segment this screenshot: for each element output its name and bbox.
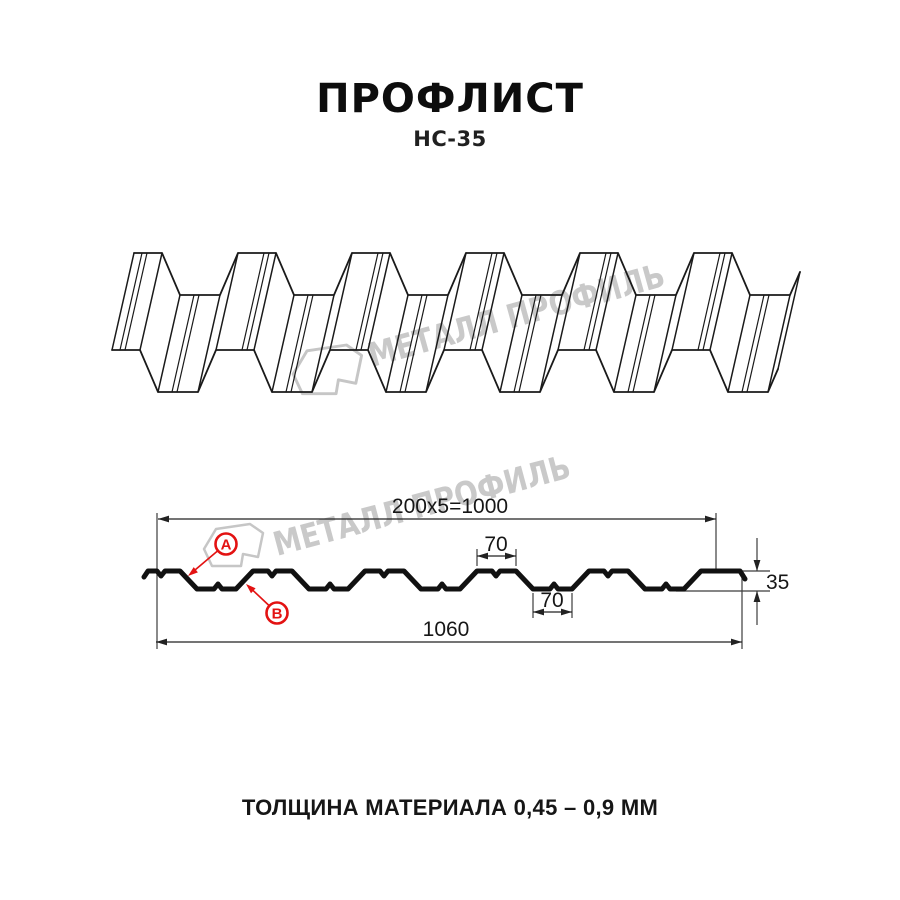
rib-edge-lines — [111, 252, 801, 393]
callout-a-arrowhead — [188, 567, 198, 576]
brand-logo-outline — [291, 343, 364, 396]
dim-arrow-right — [705, 515, 716, 523]
cross-section-profile — [141, 568, 748, 592]
brand-logo-outline — [202, 522, 265, 568]
thickness-note: ТОЛЩИНА МАТЕРИАЛА 0,45 – 0,9 ММ — [241, 795, 659, 820]
dimension-profile-height: 35 — [753, 560, 789, 602]
dim-arrow-right — [561, 608, 572, 616]
dimension-module-width: 200x5=1000 — [158, 495, 716, 523]
brand-watermark-text: МЕТАЛЛ ПРОФИЛЬ — [364, 255, 669, 374]
product-title: ПРОФЛИСТ — [316, 76, 584, 122]
callout-a-label: A — [221, 537, 232, 554]
dim-arrow-left — [158, 515, 169, 523]
callout-a: A — [188, 532, 238, 576]
callout-a-circle — [214, 532, 238, 556]
dim-arrow-left — [156, 638, 167, 646]
dim-arrow-left — [477, 552, 488, 560]
dim-text-sheet-width: 1060 — [423, 618, 470, 641]
dim-arrow-up — [753, 591, 761, 602]
product-subtitle: НС-35 — [413, 127, 487, 151]
extension-lines — [156, 513, 770, 649]
stiffener-groove-lines — [119, 252, 770, 393]
dim-text-rib-top-width: 70 — [484, 533, 507, 556]
callout-a-leader — [194, 550, 219, 571]
dim-arrow-left — [533, 608, 544, 616]
callout-b-leader — [251, 588, 270, 607]
dimension-rib-bottom-width: 70 — [533, 589, 572, 616]
dim-arrow-right — [505, 552, 516, 560]
profile-3d-drawing — [111, 252, 801, 393]
callout-b-arrowhead — [246, 584, 256, 594]
dim-arrow-right — [731, 638, 742, 646]
dimension-sheet-width: 1060 — [156, 618, 742, 646]
watermark-cross-section: МЕТАЛЛ ПРОФИЛЬ — [202, 447, 575, 568]
dim-text-rib-bottom-width: 70 — [540, 589, 563, 612]
dim-text-module-width: 200x5=1000 — [392, 495, 508, 518]
dim-arrow-down — [753, 560, 761, 571]
cross-section-drawing: 200x5=1000 1060 70 70 — [141, 495, 789, 649]
dim-text-profile-height: 35 — [766, 571, 789, 594]
sheet-near-edge — [111, 349, 779, 393]
callout-b-label: B — [272, 606, 283, 623]
dimension-rib-top-width: 70 — [477, 533, 516, 560]
callout-b: B — [246, 584, 289, 625]
callout-b-circle — [265, 601, 289, 625]
